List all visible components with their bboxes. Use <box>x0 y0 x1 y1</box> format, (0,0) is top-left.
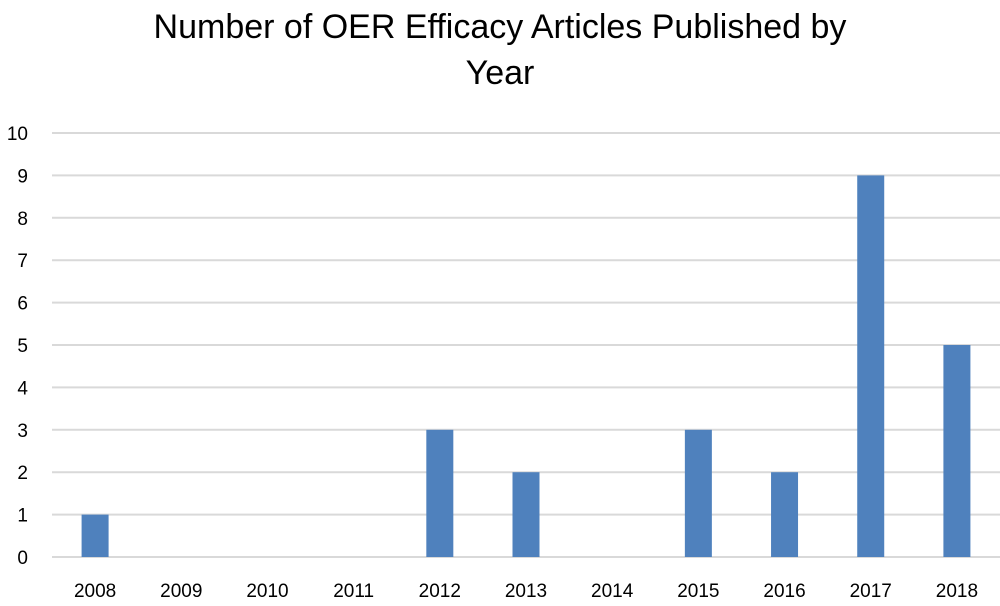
x-tick-label: 2014 <box>591 581 634 602</box>
y-tick-label: 9 <box>17 166 28 187</box>
y-tick-label: 1 <box>17 506 28 527</box>
chart-title-line-2: Year <box>465 54 535 92</box>
y-tick-label: 4 <box>17 378 28 399</box>
y-tick-label: 6 <box>17 294 28 315</box>
x-tick-label: 2010 <box>246 581 288 602</box>
y-tick-label: 0 <box>17 548 28 569</box>
chart-title: Number of OER Efficacy Articles Publishe… <box>0 0 1000 96</box>
y-tick-label: 5 <box>17 336 28 357</box>
bar-2016 <box>771 472 799 557</box>
bar-2018 <box>943 345 971 557</box>
x-tick-label: 2012 <box>419 581 461 602</box>
bar-2012 <box>426 429 454 557</box>
y-tick-label: 3 <box>17 421 28 442</box>
x-tick-label: 2013 <box>505 581 547 602</box>
y-tick-label: 2 <box>17 463 28 484</box>
chart-title-line-1: Number of OER Efficacy Articles Publishe… <box>153 8 847 46</box>
y-tick-label: 7 <box>17 251 28 272</box>
bar-2015 <box>684 429 712 557</box>
y-tick-label: 8 <box>17 209 28 230</box>
x-tick-label: 2017 <box>850 581 892 602</box>
bar-2008 <box>81 514 109 557</box>
x-tick-label: 2009 <box>160 581 202 602</box>
x-tick-label: 2008 <box>74 581 116 602</box>
y-tick-label: 10 <box>7 124 28 145</box>
x-tick-label: 2016 <box>763 581 805 602</box>
bar-2013 <box>512 472 540 557</box>
x-tick-label: 2015 <box>677 581 719 602</box>
bar-2017 <box>857 175 885 557</box>
x-tick-label: 2018 <box>936 581 978 602</box>
x-tick-label: 2011 <box>333 581 374 602</box>
